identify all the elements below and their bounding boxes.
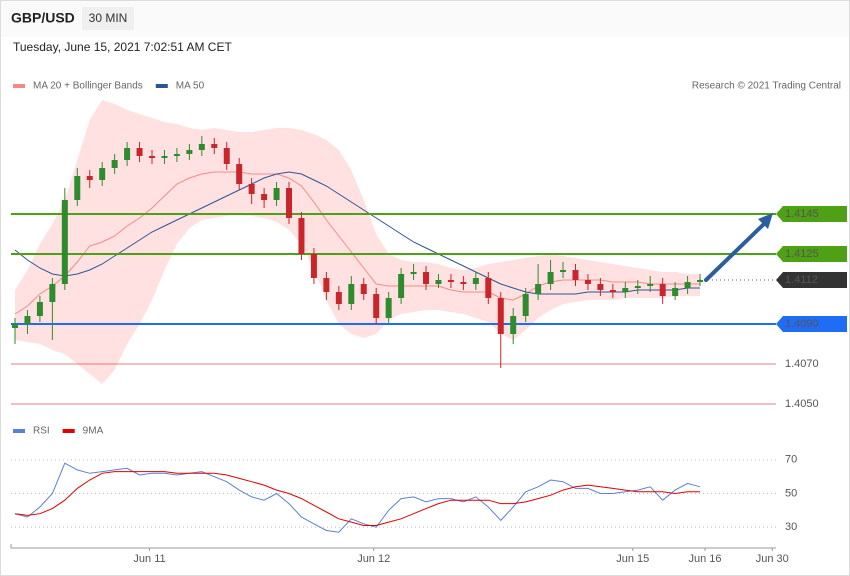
legend-label[interactable]: 9MA	[83, 426, 104, 437]
timeframe[interactable]: 30 MIN	[89, 11, 128, 25]
x-tick-label: Jun 30	[756, 553, 789, 565]
candle-body	[323, 278, 330, 292]
legend-swatch	[155, 84, 168, 88]
y-tick-label: 30	[785, 521, 797, 533]
level-tag	[776, 206, 847, 222]
x-tick-label: Jun 12	[357, 553, 390, 565]
candle-body	[647, 284, 654, 286]
candle-body	[659, 284, 666, 296]
candle-body	[223, 148, 230, 164]
candle-body	[547, 272, 554, 284]
candle-body	[111, 160, 118, 168]
candle-body	[385, 298, 392, 318]
level-tag	[776, 316, 847, 332]
moving-average	[14, 171, 700, 295]
level-label: 1.4090	[785, 318, 819, 330]
candle-body	[74, 176, 81, 200]
candle-body	[310, 254, 317, 278]
header-bar	[1, 1, 849, 37]
legend-label[interactable]: MA 50	[176, 81, 205, 92]
candle-body	[609, 290, 616, 292]
candle-body	[86, 176, 93, 180]
candle-body	[584, 280, 591, 284]
level-label: 1.4145	[785, 208, 819, 220]
candle-body	[410, 272, 417, 274]
candle-body	[435, 280, 442, 284]
level-tag	[776, 272, 847, 288]
candle-body	[522, 294, 529, 316]
candle-body	[12, 324, 18, 328]
candle-body	[348, 284, 355, 304]
candle-body	[261, 194, 268, 200]
forecast-arrow	[704, 220, 768, 282]
candle-body	[198, 144, 205, 150]
candle-body	[398, 274, 405, 298]
candle-body	[560, 270, 567, 272]
price-panel: 1.4145 1.4125 1.4112 1.4090 1.4070 1.4050 MA 2…	[11, 81, 847, 410]
candle-body	[335, 292, 342, 304]
candle-body	[497, 298, 504, 334]
legend-swatch	[13, 84, 25, 88]
credit: Research © 2021 Trading Central	[692, 81, 841, 92]
x-tick-label: Jun 11	[133, 553, 165, 565]
candle-body	[99, 168, 106, 180]
candle-body	[684, 282, 691, 288]
line-series	[14, 471, 700, 526]
candle-body	[286, 188, 293, 218]
candle-body	[124, 148, 131, 160]
symbol: GBP/USD	[11, 10, 75, 26]
candle-body	[622, 288, 629, 292]
level-tag	[776, 246, 847, 262]
candle-body	[161, 156, 168, 158]
legend-swatch	[13, 429, 25, 433]
candle-body	[360, 284, 367, 294]
level-label: 1.4050	[785, 398, 819, 410]
candle-body	[186, 150, 193, 154]
forecast-arrow-head	[758, 213, 773, 229]
candle-body	[597, 284, 604, 290]
candle-body	[634, 286, 641, 288]
y-tick-label: 70	[785, 454, 797, 466]
candle-body	[149, 156, 156, 158]
candle-body	[572, 270, 579, 280]
candle-body	[248, 184, 255, 194]
candle-body	[236, 164, 243, 184]
level-label: 1.4070	[785, 358, 819, 370]
candle-body	[136, 148, 143, 156]
candle-body	[697, 280, 704, 282]
level-label: 1.4112	[785, 274, 818, 286]
candle-body	[472, 278, 479, 284]
timeframe-badge[interactable]	[82, 7, 134, 30]
candle-body	[447, 280, 454, 282]
line-series	[14, 462, 701, 533]
candle-body	[298, 218, 305, 254]
legend-label[interactable]: MA 20 + Bollinger Bands	[33, 81, 143, 92]
candle-body	[211, 144, 218, 148]
candle-body	[535, 284, 542, 294]
x-tick-label: Jun 16	[689, 553, 722, 565]
candle-body	[373, 294, 380, 318]
x-tick-label: Jun 15	[616, 553, 649, 565]
legend-label[interactable]: RSI	[33, 426, 50, 437]
candle-body	[273, 188, 280, 200]
candle-body	[510, 316, 517, 334]
bollinger-band	[15, 100, 700, 384]
rsi-panel: 30 50 70 Jun 11 Jun 12 Jun 15 Jun 16 Jun 30 RSI 9…	[10, 426, 797, 565]
candle-body	[672, 288, 679, 296]
candle-body	[49, 284, 56, 302]
candle-body	[173, 154, 180, 156]
level-label: 1.4125	[785, 248, 819, 260]
candle-body	[423, 272, 430, 284]
candle-body	[485, 278, 492, 298]
candle-body	[24, 316, 31, 324]
candle-body	[460, 282, 467, 284]
candle-body	[61, 200, 68, 284]
timestamp: Tuesday, June 15, 2021 7:02:51 AM CET	[13, 40, 232, 54]
legend-swatch	[62, 429, 75, 433]
candle-body	[36, 302, 43, 316]
y-tick-label: 50	[785, 487, 797, 499]
